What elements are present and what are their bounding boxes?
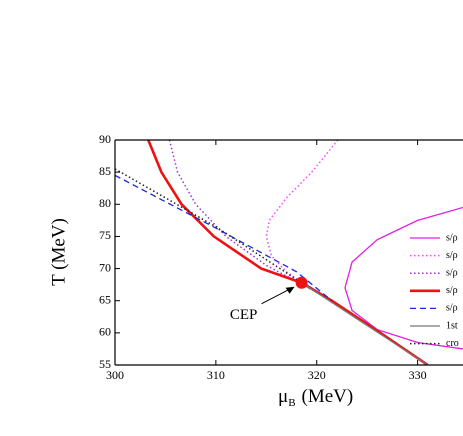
plot-area	[115, 140, 463, 365]
cep-arrowhead	[285, 286, 295, 294]
y-tick-label: 70	[99, 260, 111, 274]
y-tick-label: 75	[99, 228, 111, 242]
legend-label: 1st	[446, 320, 458, 331]
x-tick-label: 300	[106, 368, 124, 382]
legend-label: cro	[446, 338, 459, 349]
series-line	[301, 282, 429, 365]
x-label-unit: (MeV)	[302, 386, 354, 407]
x-label-symbol: μ	[278, 386, 288, 407]
y-tick-label: 80	[99, 196, 111, 210]
y-axis-label: T (MeV)	[48, 218, 69, 286]
y-tick-label: 65	[99, 292, 111, 306]
y-tick-label: 55	[99, 357, 111, 371]
y-tick-label: 60	[99, 325, 111, 339]
y-tick-label: 90	[99, 132, 111, 146]
x-axis-label: μB (MeV)	[278, 386, 353, 408]
series-line	[168, 140, 333, 302]
x-tick-label: 320	[308, 368, 326, 382]
legend-label: s/ρ	[446, 250, 458, 261]
x-tick-label: 330	[409, 368, 427, 382]
legend-label: s/ρ	[446, 232, 458, 243]
cep-point	[295, 276, 308, 289]
legend-label: s/ρ	[446, 285, 458, 296]
series-line	[344, 206, 463, 350]
axes: 300 310 320 3305560657075808590CEPs/ρs/ρs/ρ…	[99, 132, 463, 382]
x-label-subscript: B	[288, 397, 295, 409]
legend-label: s/ρ	[446, 267, 458, 278]
legend: s/ρ s/ρ s/ρ s/ρ s/ρ 1st cro	[410, 232, 459, 349]
series-line	[147, 140, 429, 365]
y-tick-label: 85	[99, 164, 111, 178]
cep-label: CEP	[230, 307, 258, 323]
x-tick-label: 310	[207, 368, 225, 382]
series-line	[115, 168, 303, 284]
legend-label: s/ρ	[446, 303, 458, 314]
